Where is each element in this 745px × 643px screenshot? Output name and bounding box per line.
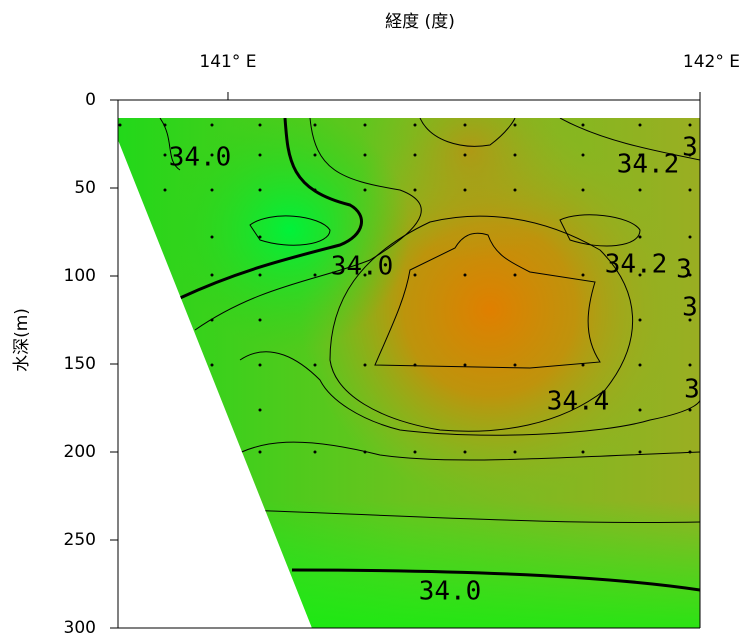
station: [513, 363, 517, 367]
station: [638, 235, 642, 239]
station: [581, 188, 585, 192]
station: [638, 188, 642, 192]
station: [258, 235, 262, 239]
station: [313, 188, 317, 192]
station: [363, 450, 367, 454]
contour-label: 34.0: [331, 252, 394, 282]
station: [413, 188, 417, 192]
station: [513, 153, 517, 157]
station: [638, 273, 642, 277]
station: [513, 188, 517, 192]
station: [638, 153, 642, 157]
station: [258, 318, 262, 322]
station: [413, 153, 417, 157]
y-tick-label: 100: [64, 266, 96, 286]
station: [413, 363, 417, 367]
station: [638, 318, 642, 322]
y-tick-label: 300: [64, 618, 96, 638]
station: [210, 188, 214, 192]
station: [413, 273, 417, 277]
station: [513, 450, 517, 454]
station: [210, 363, 214, 367]
station: [313, 153, 317, 157]
contour-label: 34.0: [419, 577, 482, 607]
y-tick-label: 200: [64, 442, 96, 462]
station: [313, 273, 317, 277]
station: [463, 123, 467, 127]
station: [688, 235, 692, 239]
station: [118, 123, 122, 127]
station: [581, 450, 585, 454]
station: [688, 363, 692, 367]
station: [638, 123, 642, 127]
station: [163, 153, 167, 157]
x-tick-label: 141° E: [199, 52, 256, 72]
contour-label: 34.0: [169, 143, 232, 173]
station: [363, 153, 367, 157]
station: [258, 153, 262, 157]
station: [581, 273, 585, 277]
station: [210, 318, 214, 322]
station: [210, 123, 214, 127]
station: [210, 273, 214, 277]
station: [463, 450, 467, 454]
contour-label: 3: [684, 375, 700, 405]
station: [313, 123, 317, 127]
station: [363, 273, 367, 277]
station: [413, 450, 417, 454]
station: [210, 153, 214, 157]
station: [688, 318, 692, 322]
station: [463, 363, 467, 367]
station: [258, 123, 262, 127]
station: [638, 408, 642, 412]
contour-label: 34.2: [605, 250, 668, 280]
station: [258, 188, 262, 192]
station: [258, 273, 262, 277]
contour-label: 3: [682, 133, 698, 163]
station: [313, 450, 317, 454]
station: [163, 188, 167, 192]
station: [163, 123, 167, 127]
station: [363, 123, 367, 127]
station: [413, 123, 417, 127]
station: [210, 235, 214, 239]
station: [258, 363, 262, 367]
y-axis-label: 水深(m): [12, 308, 32, 372]
x-axis-label: 経度 (度): [385, 12, 455, 32]
station: [463, 273, 467, 277]
y-tick-label: 150: [64, 354, 96, 374]
frame: [117, 99, 701, 629]
station: [581, 363, 585, 367]
y-tick-label: 50: [74, 178, 96, 198]
y-tick-label: 250: [64, 530, 96, 550]
contour-label: 3: [676, 255, 692, 285]
station: [581, 153, 585, 157]
station: [363, 363, 367, 367]
field: [118, 118, 700, 628]
station: [688, 188, 692, 192]
station: [688, 153, 692, 157]
station: [463, 153, 467, 157]
station: [688, 273, 692, 277]
station: [513, 273, 517, 277]
station: [363, 188, 367, 192]
station: [463, 188, 467, 192]
station: [513, 123, 517, 127]
station: [258, 450, 262, 454]
station: [688, 450, 692, 454]
contour-label: 3: [682, 293, 698, 323]
station: [688, 123, 692, 127]
y-tick-label: 0: [85, 90, 96, 110]
station: [638, 450, 642, 454]
station: [581, 123, 585, 127]
station: [638, 363, 642, 367]
station: [688, 408, 692, 412]
station: [313, 363, 317, 367]
x-tick-label: 142° E: [683, 52, 740, 72]
station: [258, 408, 262, 412]
contour-label: 34.4: [547, 387, 610, 417]
contour-label: 34.2: [617, 150, 680, 180]
